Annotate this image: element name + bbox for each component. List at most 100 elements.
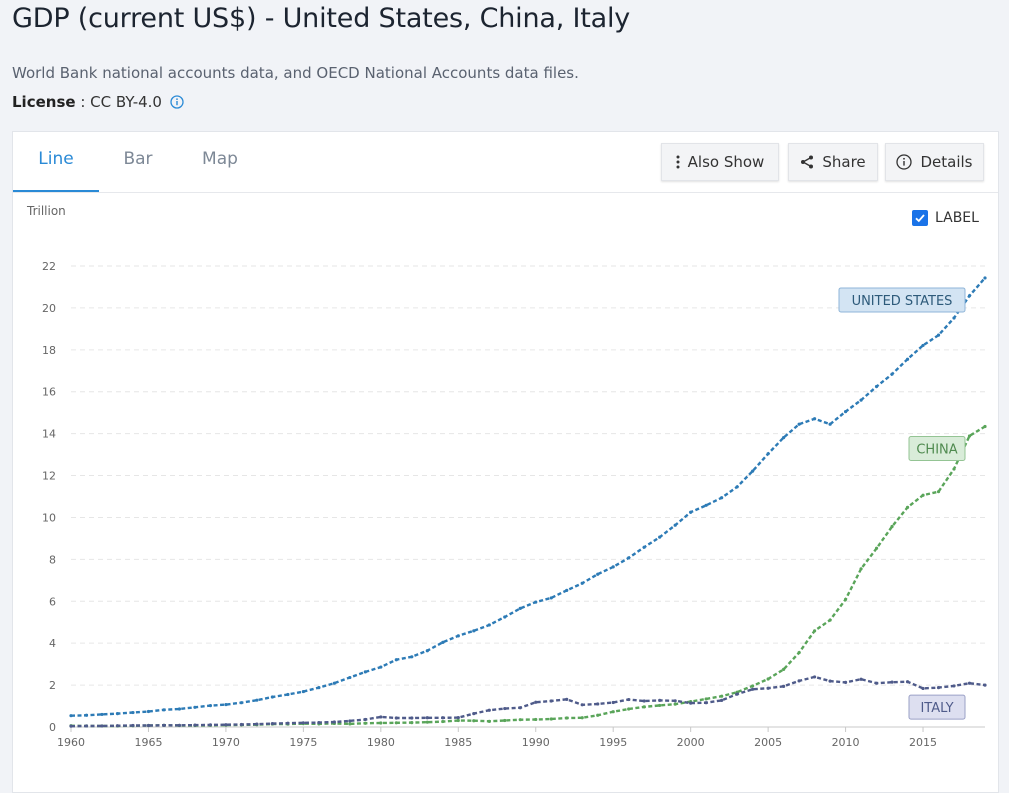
data-point	[782, 684, 786, 688]
tab-map[interactable]: Map	[202, 149, 238, 169]
y-tick-label: 18	[42, 344, 56, 357]
data-point	[983, 276, 987, 280]
data-point	[565, 588, 569, 592]
data-point	[766, 686, 770, 690]
data-point	[720, 694, 724, 698]
data-point	[363, 670, 367, 674]
check-icon	[915, 214, 925, 223]
data-point	[301, 721, 305, 725]
data-point	[549, 717, 553, 721]
data-point	[704, 701, 708, 705]
data-point	[487, 708, 491, 712]
data-point	[348, 675, 352, 680]
data-point	[549, 596, 553, 600]
data-point	[766, 677, 770, 681]
data-point	[735, 692, 739, 696]
share-label: Share	[822, 153, 866, 171]
x-tick-label: 1965	[134, 736, 162, 749]
data-point	[162, 723, 166, 727]
x-tick-label: 2000	[677, 736, 705, 749]
details-button[interactable]: Details	[885, 143, 984, 181]
series-line-italy	[70, 675, 986, 728]
y-tick-label: 8	[49, 553, 56, 566]
data-point	[317, 686, 321, 690]
data-point	[472, 719, 476, 723]
x-tick-label: 2015	[909, 736, 937, 749]
data-point	[565, 716, 569, 720]
data-point	[162, 708, 166, 712]
data-point	[580, 716, 584, 720]
data-point	[363, 721, 367, 725]
license-label: License	[12, 93, 76, 111]
data-point	[828, 422, 832, 426]
data-point	[905, 505, 910, 509]
data-point	[224, 702, 228, 707]
data-point	[394, 721, 398, 725]
data-point	[843, 680, 848, 684]
license-line: License : CC BY-4.0	[12, 93, 184, 111]
also-show-label: Also Show	[687, 153, 765, 171]
x-tick-label: 1970	[212, 736, 240, 749]
data-point	[379, 665, 383, 669]
data-point	[627, 556, 631, 560]
data-point	[441, 716, 445, 720]
line-chart: Trillion 0 2 4 6 8 10 12 14 16 18 20 22 1960 1965 1970 1…	[26, 204, 987, 749]
data-point	[286, 692, 290, 697]
data-point	[239, 722, 244, 727]
tab-bar-chart[interactable]: Bar	[123, 149, 153, 169]
data-point	[967, 294, 972, 298]
also-show-button[interactable]: Also Show	[661, 143, 779, 181]
data-point	[503, 615, 507, 619]
data-point	[131, 723, 135, 728]
tab-line[interactable]: Line	[13, 132, 99, 192]
data-point	[410, 655, 414, 659]
data-point	[905, 680, 910, 684]
data-point	[673, 523, 677, 527]
data-point	[208, 723, 213, 727]
data-point	[472, 629, 476, 633]
data-point	[224, 723, 228, 727]
data-point	[115, 724, 120, 728]
data-point	[208, 704, 213, 708]
data-point	[843, 597, 848, 601]
data-point	[549, 699, 553, 703]
data-point	[131, 710, 135, 715]
y-tick-label: 6	[49, 595, 56, 608]
data-point	[456, 718, 460, 723]
label-toggle-text: LABEL	[935, 210, 979, 226]
data-point	[348, 719, 352, 723]
data-point	[580, 703, 584, 707]
y-tick-label: 10	[42, 511, 56, 524]
data-point	[673, 702, 677, 706]
data-point	[441, 719, 445, 724]
label-toggle[interactable]: LABEL	[912, 210, 979, 226]
data-point	[890, 372, 894, 376]
data-point	[921, 343, 925, 348]
data-point	[782, 667, 786, 671]
x-tick-label: 1990	[522, 736, 550, 749]
share-button[interactable]: Share	[788, 143, 878, 181]
data-point	[410, 716, 414, 720]
data-point	[565, 697, 569, 701]
series-line-united-states	[70, 277, 986, 717]
data-point	[425, 720, 429, 724]
label-united-states-box	[838, 287, 966, 313]
data-point	[921, 493, 925, 497]
y-tick-label: 2	[49, 679, 56, 692]
label-united-states: UNITED STATES	[852, 294, 953, 309]
info-icon[interactable]	[170, 95, 184, 109]
data-point	[874, 546, 879, 550]
label-checkbox[interactable]	[912, 210, 928, 226]
data-point	[596, 572, 600, 576]
data-point	[720, 496, 724, 500]
data-point	[812, 629, 817, 633]
data-point	[425, 716, 429, 720]
share-icon	[801, 155, 814, 169]
data-point	[534, 717, 538, 722]
data-point	[611, 710, 615, 714]
data-point	[782, 436, 786, 440]
data-point	[751, 687, 755, 691]
data-point	[596, 713, 600, 717]
data-point	[146, 723, 151, 728]
data-point	[952, 467, 956, 471]
